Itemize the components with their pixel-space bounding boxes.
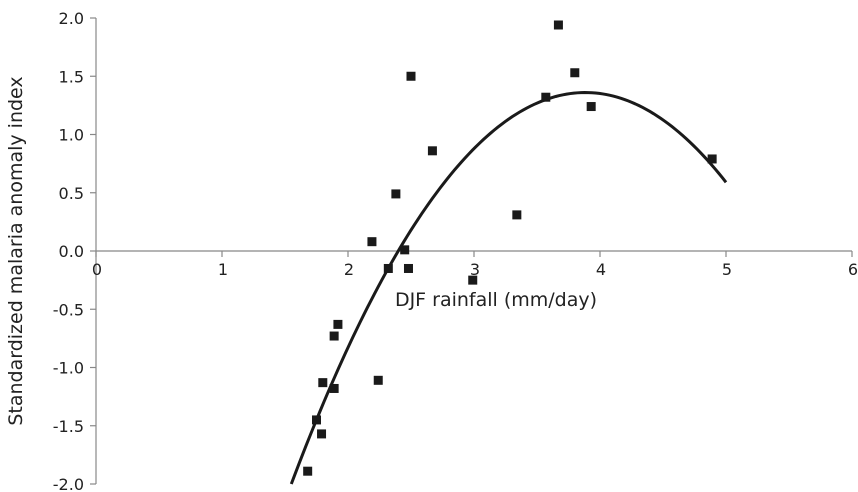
data-point bbox=[553, 20, 563, 30]
data-point bbox=[541, 92, 551, 102]
x-tick-label: 4 bbox=[596, 260, 606, 279]
data-point bbox=[586, 102, 596, 112]
data-point bbox=[318, 378, 328, 388]
x-axis-label: DJF rainfall (mm/day) bbox=[395, 289, 597, 311]
x-tick-label: 1 bbox=[218, 260, 228, 279]
data-point bbox=[303, 466, 313, 476]
data-point bbox=[468, 275, 478, 285]
x-tick-label: 3 bbox=[470, 260, 480, 279]
data-point bbox=[373, 375, 383, 385]
data-point bbox=[367, 237, 377, 247]
data-point bbox=[400, 245, 410, 255]
chart-ticks: 2.0 1.5 1.0 0.5 0.0 -0.5 -1.0 -1.5 -2.0 0 1 2 3 4 5 6 bbox=[53, 9, 858, 492]
data-point bbox=[406, 71, 416, 81]
data-points bbox=[303, 20, 717, 476]
data-point bbox=[427, 146, 437, 156]
data-point bbox=[329, 383, 339, 393]
data-point bbox=[570, 68, 580, 78]
y-tick-label: 1.0 bbox=[59, 126, 84, 145]
data-point bbox=[391, 189, 401, 199]
y-tick-label: 2.0 bbox=[59, 9, 84, 28]
data-point bbox=[512, 210, 522, 220]
data-point bbox=[383, 263, 393, 273]
x-tick-label: 6 bbox=[848, 260, 858, 279]
y-axis-label: Standardized malaria anomaly index bbox=[5, 76, 27, 425]
y-tick-label: -1.0 bbox=[53, 359, 84, 378]
y-tick-label: -0.5 bbox=[53, 300, 84, 319]
x-tick-label: 0 bbox=[92, 260, 102, 279]
data-point bbox=[329, 331, 339, 341]
y-tick-label: -2.0 bbox=[53, 475, 84, 492]
trend-curve bbox=[289, 91, 728, 485]
y-tick-label: 1.5 bbox=[59, 67, 84, 86]
data-point bbox=[333, 319, 343, 329]
x-tick-label: 5 bbox=[722, 260, 732, 279]
data-point bbox=[403, 263, 413, 273]
y-tick-label: -1.5 bbox=[53, 417, 84, 436]
data-point bbox=[707, 154, 717, 164]
data-point bbox=[312, 415, 321, 425]
x-tick-label: 2 bbox=[344, 260, 354, 279]
y-tick-label: 0.5 bbox=[59, 184, 84, 203]
y-tick-label: 0.0 bbox=[59, 242, 84, 261]
data-point bbox=[317, 429, 327, 439]
